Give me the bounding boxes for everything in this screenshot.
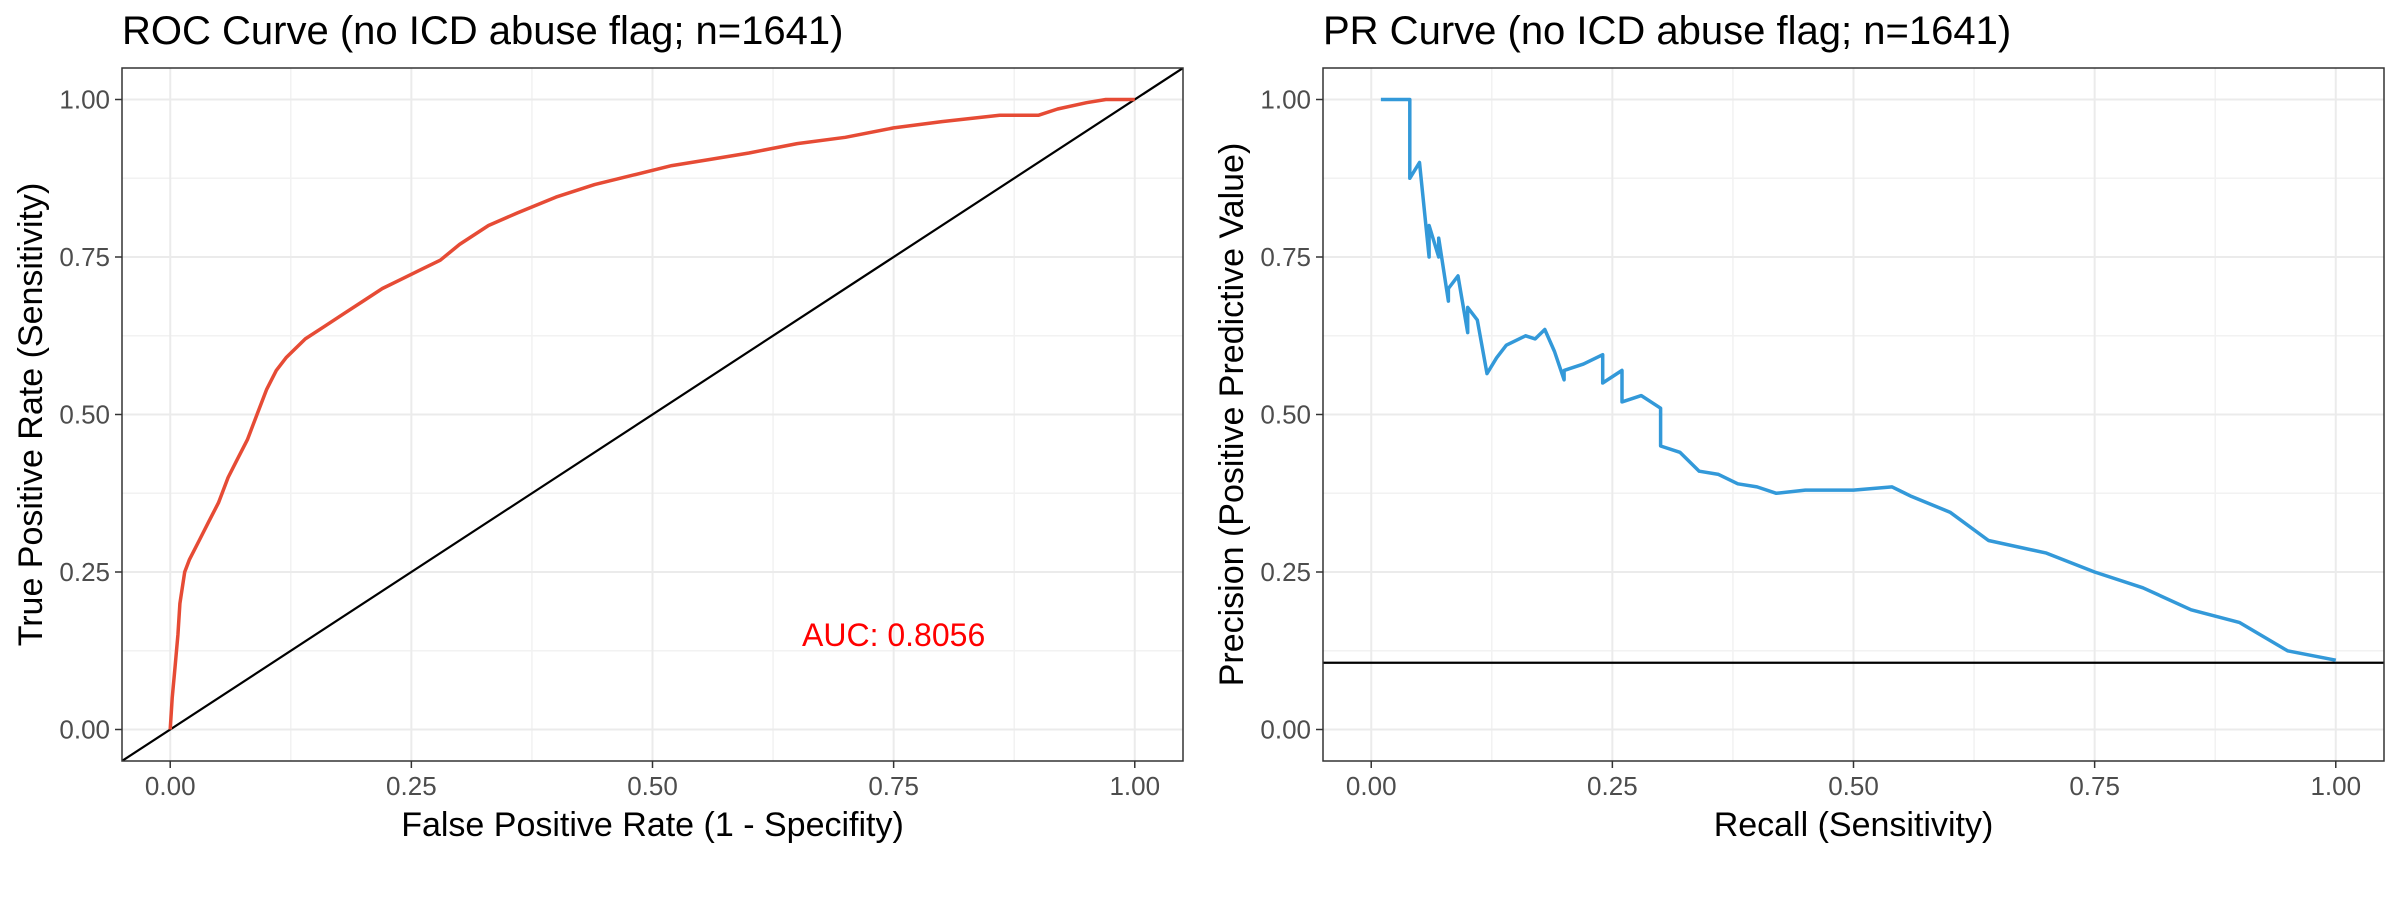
pr-x-axis-title: Recall (Sensitivity) — [1714, 806, 1994, 844]
roc-y-tick-label: 0.25 — [59, 557, 110, 587]
roc-x-tick-label: 0.25 — [386, 771, 437, 801]
roc-chart-title: ROC Curve (no ICD abuse flag; n=1641) — [122, 9, 843, 53]
roc-x-tick-label: 0.00 — [145, 771, 196, 801]
pr-x-tick-label: 0.25 — [1587, 771, 1638, 801]
pr-panel: 0.00 0.25 0.50 0.75 1.00 0.00 0.25 0.50 0.75 1.00… — [1213, 9, 2385, 844]
pr-x-tick-label: 0.75 — [2069, 771, 2120, 801]
roc-curve-line — [168, 97, 1135, 730]
roc-y-axis-title: True Positive Rate (Sensitivity) — [12, 183, 50, 647]
pr-x-tick-label: 0.50 — [1828, 771, 1879, 801]
roc-reference-diagonal — [122, 68, 1183, 761]
pr-curve-line — [1380, 97, 2337, 662]
pr-y-tick-label: 1.00 — [1260, 85, 1311, 115]
roc-y-tick-label: 1.00 — [59, 85, 110, 115]
roc-x-axis-title: False Positive Rate (1 - Specifity) — [401, 806, 904, 844]
pr-y-tick-label: 0.75 — [1260, 242, 1311, 272]
pr-y-axis-title: Precision (Positive Predictive Value) — [1213, 143, 1251, 687]
roc-x-tick-label: 0.75 — [868, 771, 919, 801]
roc-y-tick-label: 0.50 — [59, 400, 110, 430]
pr-y-tick-label: 0.25 — [1260, 557, 1311, 587]
pr-chart-title: PR Curve (no ICD abuse flag; n=1641) — [1323, 9, 2011, 53]
roc-y-tick-label: 0.75 — [59, 242, 110, 272]
roc-auc-annotation: AUC: 0.8056 — [802, 617, 985, 653]
pr-y-tick-label: 0.50 — [1260, 400, 1311, 430]
roc-x-tick-label: 0.50 — [627, 771, 678, 801]
pr-x-tick-label: 1.00 — [2310, 771, 2361, 801]
roc-panel: 0.00 0.25 0.50 0.75 1.00 0.00 0.25 0.50 0.75 1.00… — [12, 9, 1184, 844]
pr-x-tick-label: 0.00 — [1346, 771, 1397, 801]
roc-x-tick-label: 1.00 — [1109, 771, 1160, 801]
pr-y-tick-label: 0.00 — [1260, 715, 1311, 745]
roc-y-tick-label: 0.00 — [59, 715, 110, 745]
